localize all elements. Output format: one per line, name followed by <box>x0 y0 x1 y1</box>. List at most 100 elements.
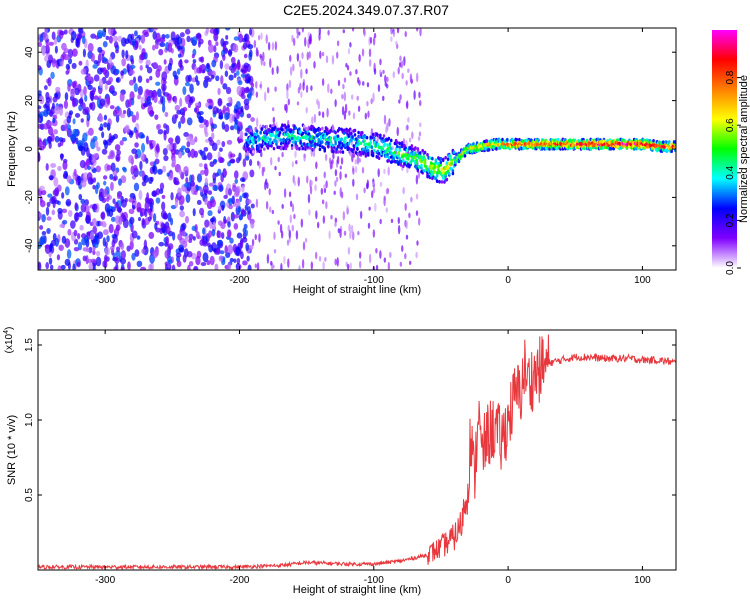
spectrogram-cell <box>360 131 364 135</box>
spectrogram-cell <box>165 33 170 39</box>
spectrogram-cell <box>408 260 412 265</box>
spectrogram-cell <box>49 264 54 270</box>
spectrogram-cell <box>302 81 305 91</box>
spectrogram-cell <box>79 224 84 231</box>
spectrogram-cell <box>247 264 252 270</box>
spectrogram-cell <box>365 182 369 190</box>
spectrogram-cell <box>140 152 145 161</box>
spectrogram-cell <box>235 100 241 110</box>
spectrogram-cell <box>120 70 125 76</box>
spectrogram-cell <box>352 112 356 120</box>
spectrogram-cell <box>148 176 153 185</box>
spectrogram-cell <box>394 147 398 152</box>
spectrogram-cell <box>178 168 183 175</box>
spectrogram-cell <box>235 246 241 257</box>
spectrogram-cell <box>240 208 246 216</box>
spectrogram-cell <box>434 159 438 163</box>
spectrogram-cell <box>95 165 102 173</box>
spectrogram-cell <box>393 150 397 155</box>
spectrogram-cell <box>652 138 655 143</box>
spectrogram-cell <box>289 129 293 134</box>
spectrogram-cell <box>349 71 352 76</box>
spectrogram-cell <box>361 166 365 174</box>
spectrogram-cell <box>173 95 178 104</box>
spectrogram-cell <box>298 147 301 151</box>
spectrogram-cell <box>307 193 311 204</box>
spectrogram-cell <box>358 251 362 259</box>
spectrogram-cell <box>440 167 444 171</box>
spectrogram-cell <box>250 136 254 141</box>
spectrogram-cell <box>109 173 114 180</box>
spectrogram-cell <box>318 28 321 36</box>
spectrogram-cell <box>339 165 343 170</box>
spectrogram-cell <box>288 79 292 89</box>
spectrogram-cell <box>103 180 107 186</box>
spectrogram-cell <box>404 252 407 260</box>
spectrogram-cell <box>91 203 98 211</box>
spectrogram-cell <box>108 76 113 83</box>
spectrogram-cell <box>166 172 170 177</box>
spectrogram-cell <box>415 193 419 200</box>
spectrogram-cell <box>541 147 544 151</box>
spectrogram-cell <box>339 171 342 181</box>
spectrogram-cell <box>267 41 271 51</box>
spectrogram-cell <box>255 198 259 208</box>
spectrogram-cell <box>141 248 146 254</box>
spectrogram-cell <box>185 75 191 83</box>
spectrogram-cell <box>193 190 198 196</box>
spectrogram-cell <box>367 110 370 118</box>
svg-text:(x104): (x104) <box>3 327 15 354</box>
spectrogram-cell <box>63 100 68 109</box>
spectrogram-cell <box>120 266 125 270</box>
spectrogram-cell <box>289 66 293 76</box>
spectrogram-cell <box>219 147 223 152</box>
spectrogram-cell <box>168 137 174 144</box>
spectrogram-cell <box>121 37 127 47</box>
spectrogram-cell <box>224 123 230 133</box>
spectrogram-cell <box>407 117 410 123</box>
spectrogram-cell <box>406 100 409 110</box>
spectrogram-cell <box>518 137 521 142</box>
spectrogram-cell <box>259 83 262 88</box>
spectrogram-cell <box>121 57 126 67</box>
spectrogram-cell <box>204 177 208 186</box>
spectrogram-cell <box>89 231 95 241</box>
spectrogram-cell <box>177 187 182 197</box>
spectrogram-cell <box>102 67 107 75</box>
spectrogram-cell <box>163 155 169 162</box>
spectrogram-cell <box>351 28 355 32</box>
spectrogram-cell <box>341 94 344 100</box>
spectrogram-cell <box>211 59 217 68</box>
spectrogram-cell <box>56 254 61 261</box>
spectrogram-cell <box>133 82 138 93</box>
spectrogram-cell <box>373 136 376 141</box>
spectrogram-cell <box>203 79 209 89</box>
spectrogram-cell <box>449 154 452 159</box>
spectrogram-cell <box>220 75 224 85</box>
spectrogram-cell <box>346 263 350 270</box>
spectrogram-cell <box>130 165 135 175</box>
spectrogram-cell <box>383 168 386 175</box>
spectrogram-cell <box>247 147 250 151</box>
spectrogram-cell <box>93 95 99 100</box>
spectrogram-cell <box>191 225 197 232</box>
spectrogram-cell <box>50 71 55 80</box>
spectrogram-cell <box>345 63 348 68</box>
spectrogram-cell <box>73 168 77 177</box>
spectrogram-cell <box>372 229 376 238</box>
spectrogram-cell <box>325 201 328 210</box>
spectrogram-cell <box>439 163 443 167</box>
spectrogram-cell <box>154 114 159 120</box>
spectrogram-cell <box>254 140 258 145</box>
spectrogram-cell <box>281 204 284 209</box>
spectrogram-cell <box>314 176 318 182</box>
spectrogram-cell <box>161 71 168 82</box>
spectrogram-cell <box>318 255 322 262</box>
spectrogram-cell <box>93 59 99 65</box>
spectrogram-cell <box>418 151 422 155</box>
spectrogram-cell <box>319 50 322 59</box>
spectrogram-cell <box>315 210 318 220</box>
spectrogram-cell <box>334 222 337 227</box>
spectrogram-cell <box>80 203 87 213</box>
spectrogram-cell <box>115 114 120 123</box>
